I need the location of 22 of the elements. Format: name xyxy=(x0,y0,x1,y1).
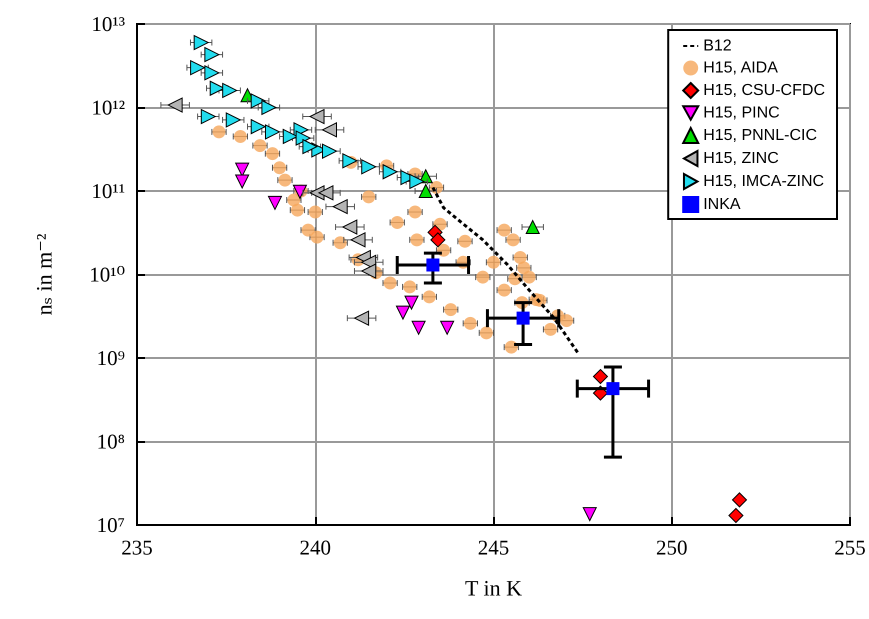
y-tick-label: 10¹⁰ xyxy=(89,262,125,286)
y-tick-label: 10⁸ xyxy=(96,430,125,454)
x-tick-label: 240 xyxy=(300,536,331,560)
y-tick-label: 10⁷ xyxy=(96,513,125,537)
y-tick-label: 10¹² xyxy=(91,96,125,120)
legend-label: H15, IMCA-ZINC xyxy=(703,173,824,190)
legend-label: B12 xyxy=(703,38,732,54)
legend-label: H15, ZINC xyxy=(703,150,779,167)
x-axis-title: T in K xyxy=(464,576,522,600)
x-tick-label: 235 xyxy=(121,536,153,560)
legend-label: H15, CSU-CFDC xyxy=(703,82,826,99)
legend-label: INKA xyxy=(703,196,741,213)
legend-label: H15, PNNL-CIC xyxy=(703,127,818,144)
y-tick-label: 10⁹ xyxy=(96,346,125,370)
x-tick-label: 250 xyxy=(656,536,688,560)
y-tick-label: 10¹³ xyxy=(91,12,125,36)
x-tick-label: 255 xyxy=(834,536,866,560)
x-tick-label: 245 xyxy=(478,536,510,560)
y-axis-title: nₛ in m⁻² xyxy=(32,233,56,316)
y-tick-label: 10¹¹ xyxy=(91,179,125,203)
legend-label: H15, PINC xyxy=(703,104,780,122)
legend-label: H15, AIDA xyxy=(703,60,778,76)
